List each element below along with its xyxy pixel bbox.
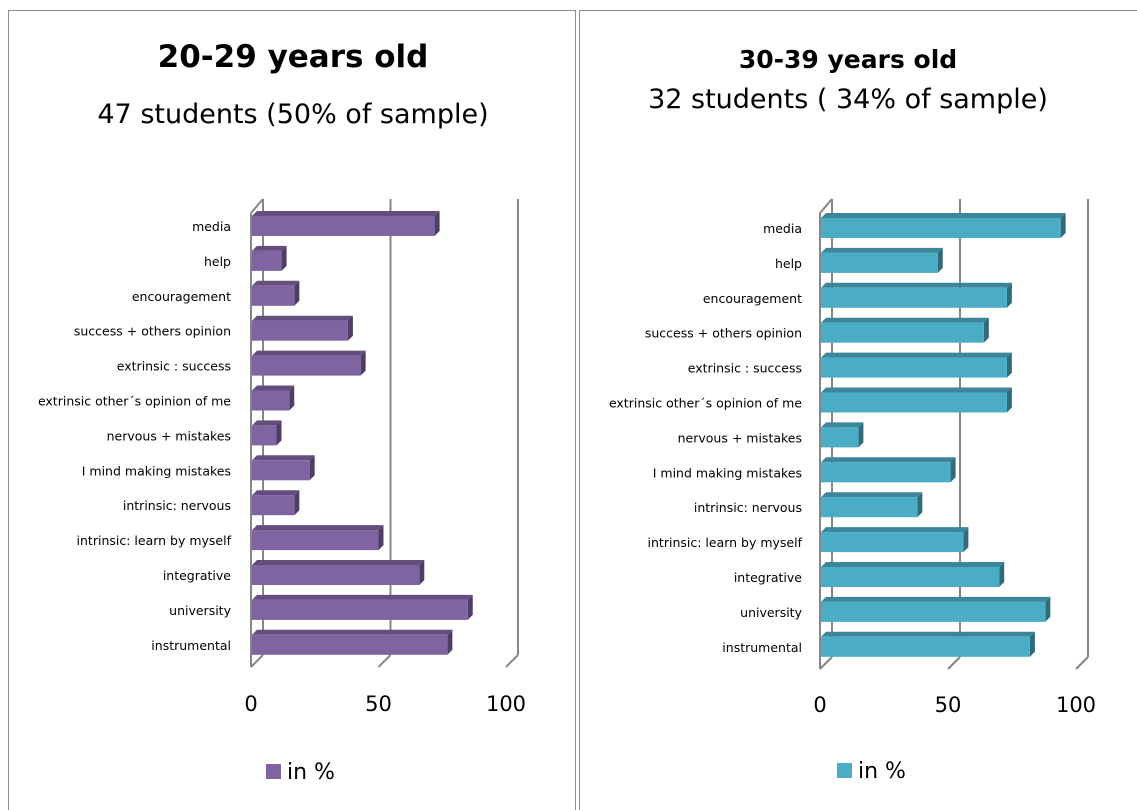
bar (252, 560, 425, 585)
bar (821, 457, 956, 483)
bar (252, 420, 282, 446)
axis-floor-edge (250, 654, 264, 668)
category-label: nervous + mistakes (107, 428, 231, 443)
category-label: intrinsic: learn by myself (648, 535, 803, 550)
chart-subtitle: 32 students ( 34% of sample) (648, 84, 1048, 115)
tick-label: 0 (813, 693, 826, 717)
bar (252, 280, 300, 306)
axis-floor-edge (377, 654, 392, 668)
category-label: extrinsic : success (117, 359, 231, 374)
axis-edge-top (250, 198, 264, 214)
category-label: encouragement (132, 289, 231, 304)
bar (252, 350, 366, 376)
tick-label: 50 (365, 692, 392, 716)
bar (821, 352, 1012, 378)
axis-floor-edge (947, 656, 961, 670)
tick-label: 100 (1056, 693, 1096, 717)
category-label: I mind making mistakes (653, 465, 802, 480)
category-label: intrinsic: nervous (694, 500, 802, 515)
category-label: instrumental (722, 640, 802, 655)
axis-floor-edge (819, 656, 833, 670)
category-label: I mind making mistakes (82, 463, 231, 478)
category-label: media (763, 221, 802, 236)
category-label: help (204, 254, 231, 269)
bar (252, 525, 384, 551)
bar (252, 385, 295, 411)
gridlines (262, 199, 519, 655)
bar (821, 282, 1012, 308)
bar (821, 247, 943, 273)
axis-floor-edge (505, 654, 519, 668)
category-label: encouragement (703, 291, 802, 306)
legend-swatch (837, 763, 852, 778)
bar (252, 594, 473, 620)
bar (821, 631, 1035, 657)
tick-label: 50 (935, 693, 962, 717)
chart-30-39: 30-39 years old 32 students ( 34% of sam… (609, 45, 1096, 784)
category-label: extrinsic : success (688, 361, 802, 376)
bar (821, 562, 1005, 587)
axis-edge-top (819, 198, 833, 214)
bar (821, 213, 1066, 238)
category-label: help (775, 256, 802, 271)
chart-panel-30-39: 30-39 years old 32 students ( 34% of sam… (579, 10, 1137, 810)
bar (821, 422, 864, 448)
chart-subtitle: 47 students (50% of sample) (97, 99, 488, 130)
legend-swatch (266, 764, 281, 779)
bar (821, 527, 969, 553)
category-label: nervous + mistakes (678, 430, 802, 445)
category-label: success + others opinion (74, 324, 231, 339)
chart-title: 30-39 years old (739, 45, 957, 74)
axis-floor-edge (1075, 656, 1089, 670)
category-label: integrative (163, 568, 231, 583)
category-label: university (169, 603, 231, 618)
bar (252, 490, 300, 516)
category-label: intrinsic: learn by myself (77, 533, 232, 548)
category-label: media (192, 219, 231, 234)
category-label: extrinsic other´s opinion of me (609, 396, 802, 411)
category-label: success + others opinion (645, 326, 802, 341)
tick-label: 100 (486, 692, 526, 716)
category-label: instrumental (151, 638, 231, 653)
legend-label: in % (287, 760, 335, 785)
bar (252, 245, 287, 271)
chart-panel-20-29: 20-29 years old 47 students (50% of samp… (8, 10, 576, 810)
chart-20-29: 20-29 years old 47 students (50% of samp… (38, 39, 526, 785)
bar (821, 596, 1051, 622)
bar (821, 492, 923, 518)
bar (252, 211, 440, 236)
category-label: extrinsic other´s opinion of me (38, 394, 231, 409)
chart-title: 20-29 years old (158, 39, 429, 75)
category-label: university (740, 605, 802, 620)
tick-label: 0 (244, 692, 257, 716)
bar (252, 315, 353, 341)
category-label: intrinsic: nervous (123, 498, 231, 513)
bar (252, 629, 453, 655)
bar (252, 455, 315, 481)
legend-label: in % (858, 759, 906, 784)
bar (821, 387, 1012, 413)
bar (821, 317, 989, 343)
category-label: integrative (734, 570, 802, 585)
